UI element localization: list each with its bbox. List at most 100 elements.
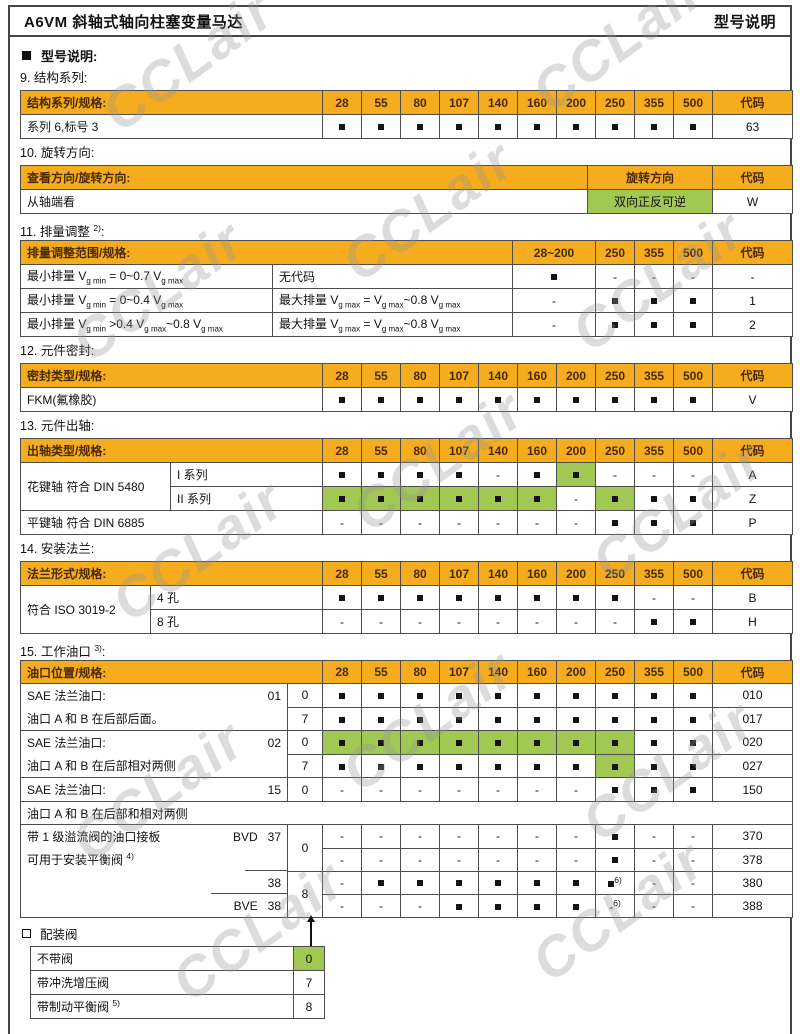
availability-cell: - — [478, 510, 518, 535]
availability-cell — [400, 730, 440, 755]
availability-cell — [595, 777, 635, 802]
cell: 0 — [287, 730, 323, 755]
availability-cell — [556, 462, 596, 487]
availability-square — [651, 740, 657, 747]
availability-cell: - — [673, 824, 713, 849]
column-header: 28 — [322, 660, 362, 684]
availability-square — [495, 397, 501, 404]
availability-cell: - — [634, 264, 674, 289]
availability-cell — [595, 387, 635, 412]
availability-square — [456, 693, 462, 700]
cell: FKM(氟橡胶) — [20, 387, 323, 412]
fitted-valves-section: 配装阀 不带阀 0 带冲洗增压阀 7 带制动平衡阀 5) 8 — [20, 915, 780, 1019]
cell: 7 — [287, 706, 323, 731]
availability-square — [573, 740, 579, 747]
rotation-direction-table: 查看方向/旋转方向: 旋转方向 代码 从轴端看 双向正反可逆 W — [20, 165, 793, 214]
availability-square — [456, 595, 462, 602]
availability-square — [534, 740, 540, 747]
availability-square — [378, 693, 384, 700]
availability-square — [612, 693, 618, 700]
availability-cell — [512, 264, 596, 289]
column-header: 代码 — [712, 438, 793, 463]
cell: 010 — [712, 683, 793, 708]
column-header: 140 — [478, 90, 518, 115]
availability-square — [690, 124, 696, 131]
availability-cell: - — [673, 870, 713, 895]
column-header: 200 — [556, 561, 596, 586]
availability-square — [690, 496, 696, 503]
bullet-square-icon — [22, 50, 31, 60]
availability-cell — [322, 114, 362, 139]
page-frame: A6VM 斜轴式轴向柱塞变量马达 型号说明 型号说明: 9. 结构系列: 结构系列… — [8, 5, 793, 1034]
availability-square — [456, 880, 462, 887]
availability-square — [612, 595, 618, 602]
availability-square — [612, 124, 618, 131]
availability-cell: - — [361, 824, 401, 849]
column-header: 80 — [400, 438, 440, 463]
availability-cell — [400, 462, 440, 487]
availability-cell — [439, 683, 479, 708]
availability-cell: - — [361, 777, 401, 802]
cell: 带 1 级溢流阀的油口接板 BVD 37 — [20, 824, 288, 848]
table-row: 查看方向/旋转方向: 旋转方向 代码 — [20, 165, 793, 190]
section-title-displacement-adjustment: 11. 排量调整 2): — [20, 223, 105, 240]
availability-square — [612, 857, 618, 864]
availability-cell — [361, 753, 401, 778]
column-header: 107 — [439, 363, 479, 388]
column-header: 355 — [634, 240, 674, 265]
availability-square — [339, 740, 345, 747]
availability-cell — [673, 510, 713, 535]
availability-square — [534, 763, 540, 770]
availability-cell — [634, 609, 674, 634]
availability-square — [339, 763, 345, 770]
availability-cell: 6) — [595, 870, 635, 895]
column-header: 107 — [439, 660, 479, 684]
availability-square — [651, 787, 657, 794]
table-row: 花键轴 符合 DIN 5480 I 系列 - - - - A — [20, 462, 793, 511]
column-header: 结构系列/规格: — [20, 90, 323, 115]
availability-cell: - — [673, 264, 713, 289]
column-header: 160 — [517, 561, 557, 586]
availability-square — [339, 716, 345, 723]
availability-cell — [634, 387, 674, 412]
availability-cell — [634, 777, 674, 802]
column-header: 160 — [517, 363, 557, 388]
availability-cell — [517, 706, 557, 731]
cell: 油口 A 和 B 在后部和相对两侧 — [20, 801, 793, 825]
availability-cell: - — [595, 264, 635, 289]
availability-square — [534, 472, 540, 479]
availability-cell — [361, 730, 401, 755]
availability-cell — [673, 288, 713, 313]
availability-cell: - — [361, 609, 401, 634]
cell: SAE 法兰油口: 02 油口 A 和 B 在后部相对两侧 — [20, 730, 288, 778]
availability-square — [417, 716, 423, 723]
availability-square — [417, 880, 423, 887]
cell: 最小排量 Vg min >0.4 Vg max~0.8 Vg max — [20, 312, 273, 337]
table-row: 最小排量 Vg min >0.4 Vg max~0.8 Vg max 最大排量 V… — [20, 312, 793, 337]
availability-cell — [400, 753, 440, 778]
cell: 1 — [712, 288, 793, 313]
availability-square — [651, 520, 657, 527]
cell: SAE 法兰油口: 15 — [20, 777, 288, 802]
availability-cell: - — [556, 609, 596, 634]
square-outline-icon — [22, 928, 31, 938]
column-header: 355 — [634, 660, 674, 684]
column-header: 代码 — [712, 363, 793, 388]
availability-square — [612, 397, 618, 404]
availability-cell — [595, 585, 635, 610]
availability-cell — [634, 510, 674, 535]
column-header: 排量调整范围/规格: — [20, 240, 513, 265]
column-header: 250 — [595, 660, 635, 684]
availability-square — [651, 496, 657, 503]
cell: 7 — [293, 970, 325, 995]
table-row: II 系列 - Z — [21, 486, 793, 511]
column-header: 55 — [361, 363, 401, 388]
table-row: 7 017 — [21, 706, 793, 731]
column-header: 80 — [400, 363, 440, 388]
availability-cell — [361, 585, 401, 610]
availability-cell — [322, 387, 362, 412]
availability-cell — [556, 870, 596, 895]
availability-square — [573, 472, 579, 479]
availability-cell: - — [517, 510, 557, 535]
availability-cell — [439, 387, 479, 412]
